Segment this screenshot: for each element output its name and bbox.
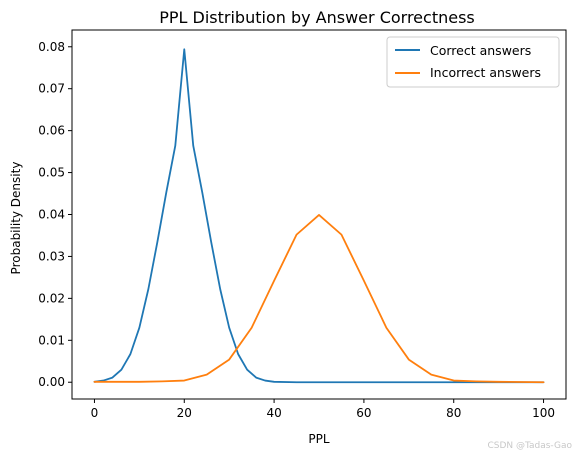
chart-title: PPL Distribution by Answer Correctness — [159, 8, 475, 27]
y-tick-label: 0.03 — [38, 249, 65, 263]
y-tick-label: 0.02 — [38, 291, 65, 305]
x-tick-label: 40 — [266, 406, 281, 420]
plot-frame — [71, 29, 567, 400]
x-tick-label: 0 — [91, 406, 99, 420]
legend-label-correct: Correct answers — [430, 43, 531, 58]
x-ticks: 0 20 40 60 80 100 — [91, 399, 555, 420]
x-tick-label: 100 — [532, 406, 555, 420]
watermark: CSDN @Tadas-Gao — [487, 441, 572, 451]
y-tick-label: 0.07 — [38, 82, 65, 96]
y-tick-label: 0.08 — [38, 40, 65, 54]
series-line-incorrect — [93, 214, 545, 384]
x-tick-label: 60 — [356, 406, 371, 420]
y-tick-label: 0.00 — [38, 375, 65, 389]
y-tick-label: 0.05 — [38, 166, 65, 180]
x-tick-label: 20 — [177, 406, 192, 420]
x-axis-label: PPL — [308, 432, 329, 446]
y-tick-label: 0.06 — [38, 124, 65, 138]
legend-box — [386, 36, 560, 88]
y-tick-label: 0.04 — [38, 208, 65, 222]
series-lines — [93, 48, 545, 384]
legend-label-incorrect: Incorrect answers — [430, 65, 541, 80]
y-ticks: 0.00 0.01 0.02 0.03 0.04 0.05 0.06 0.07 0.08 — [38, 40, 72, 389]
legend: Correct answers Incorrect answers — [386, 36, 560, 88]
y-tick-label: 0.01 — [38, 333, 65, 347]
y-axis-label: Probability Density — [9, 162, 23, 275]
series-line-correct — [93, 48, 545, 384]
x-tick-label: 80 — [446, 406, 461, 420]
